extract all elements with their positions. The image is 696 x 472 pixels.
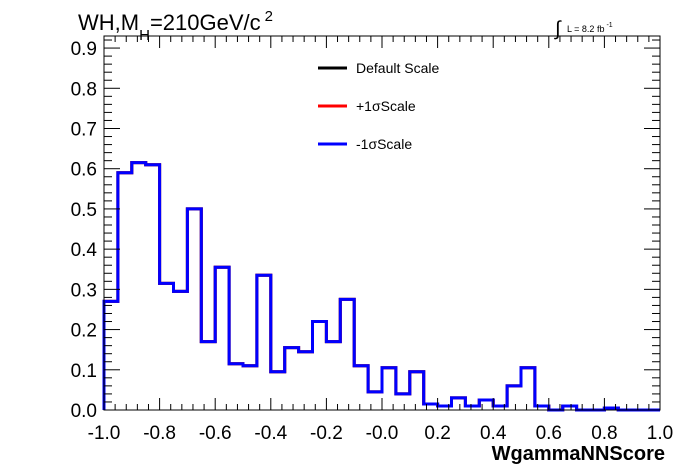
x-tick-label: -0.6 — [199, 423, 232, 444]
y-tick-label: 0.4 — [71, 240, 98, 261]
y-tick-label: 0.5 — [71, 200, 97, 221]
chart-title: WH,MH=210GeV/c 2 — [78, 8, 273, 44]
lumi-text: L = 8.2 fb — [567, 24, 604, 34]
title-superscript: 2 — [265, 8, 273, 25]
title-rest: =210GeV/c — [150, 10, 261, 35]
title-main: WH,M — [78, 10, 139, 35]
x-tick-label: -1.0 — [88, 423, 121, 444]
lumi-annotation: L = 8.2 fb -1 — [567, 22, 613, 34]
x-tick-label: -0.8 — [143, 423, 176, 444]
x-tick-label: 1.0 — [647, 423, 673, 444]
x-axis-label: WgammaNNScore — [492, 443, 665, 465]
legend: Default Scale +1σScale -1σScale — [318, 60, 439, 152]
x-tick-label: 0.2 — [424, 423, 450, 444]
y-tick-label: 0.9 — [71, 39, 97, 60]
lumi-exponent: -1 — [606, 22, 612, 29]
y-tick-label: 0.6 — [71, 160, 97, 181]
x-tick-label: 0.8 — [591, 423, 617, 444]
y-tick-label: 0.0 — [71, 401, 97, 422]
y-tick-label: 0.2 — [71, 321, 97, 342]
x-tick-label: -0.4 — [254, 423, 287, 444]
x-tick-label: -0.0 — [366, 423, 399, 444]
plot-axes: -1.0 -0.8 -0.6 -0.4 -0.2 -0.0 0.2 0.4 0.6 0.8 1.0 0… — [71, 35, 673, 444]
x-tick-label: 0.6 — [536, 423, 562, 444]
y-tick-label: 0.3 — [71, 280, 97, 301]
lumi-integral-symbol: ∫ — [554, 18, 562, 40]
legend-label-1: +1σScale — [356, 98, 416, 114]
histogram-series — [102, 161, 660, 412]
x-tick-label: -0.2 — [310, 423, 343, 444]
y-tick-label: 0.7 — [71, 119, 97, 140]
x-tick-label: 0.4 — [480, 423, 507, 444]
y-tick-label: 0.1 — [71, 361, 97, 382]
series-line-2 — [102, 161, 660, 412]
y-tick-label: 0.8 — [71, 79, 97, 100]
legend-label-2: -1σScale — [356, 136, 412, 152]
legend-label-0: Default Scale — [356, 60, 439, 76]
